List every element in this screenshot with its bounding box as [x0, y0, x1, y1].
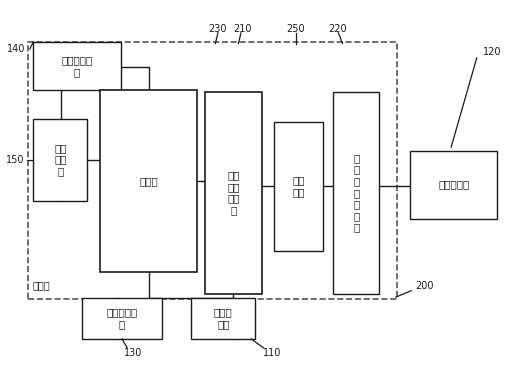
Text: 140: 140	[7, 44, 26, 54]
Text: 120: 120	[483, 48, 502, 57]
Text: 110: 110	[263, 348, 281, 358]
Text: 音量调节按
键: 音量调节按 键	[106, 308, 138, 329]
Text: 音频
放大
器电
路: 音频 放大 器电 路	[227, 170, 240, 215]
Text: 210: 210	[233, 24, 251, 33]
Text: 150: 150	[6, 155, 25, 165]
Text: 处理器: 处理器	[139, 176, 158, 186]
Bar	[205, 92, 262, 294]
Text: 太阳能发电
板: 太阳能发电 板	[61, 55, 93, 77]
Text: 聚合
物电
池: 聚合 物电 池	[54, 143, 66, 176]
Text: 滤波
电路: 滤波 电路	[292, 176, 305, 197]
Bar	[191, 298, 255, 339]
Bar	[100, 90, 198, 272]
Bar	[410, 151, 497, 218]
Bar	[275, 122, 323, 251]
Text: 麦克风
咊头: 麦克风 咊头	[214, 308, 233, 329]
Text: 130: 130	[124, 348, 143, 358]
Text: 220: 220	[328, 24, 347, 33]
Bar	[28, 42, 397, 299]
Text: 250: 250	[287, 24, 305, 33]
Bar	[82, 298, 162, 339]
Text: 电路板: 电路板	[32, 280, 50, 290]
Bar	[33, 42, 120, 90]
Text: 200: 200	[415, 282, 434, 291]
Text: 骨
传
导
驱
动
芯
片: 骨 传 导 驱 动 芯 片	[353, 153, 359, 233]
Text: 骨传导振子: 骨传导振子	[438, 180, 469, 190]
Text: 230: 230	[209, 24, 227, 33]
Bar	[33, 119, 87, 201]
Bar	[333, 92, 379, 294]
